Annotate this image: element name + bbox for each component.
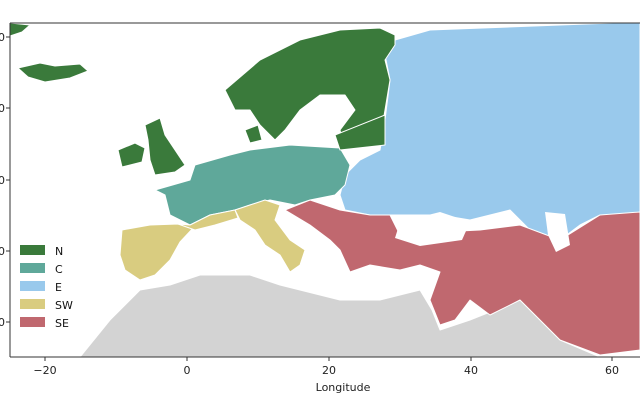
region-sw-spain <box>119 223 196 281</box>
legend-label-n: N <box>55 245 63 258</box>
y-tick-label: 0 <box>0 174 5 187</box>
region-n-uk <box>144 117 186 176</box>
region-n-scandinavia <box>224 27 396 151</box>
x-tick-label: 40 <box>464 364 478 377</box>
x-axis-label: Longitude <box>316 381 371 394</box>
region-n-baltics <box>334 114 386 151</box>
region-n-denmark <box>244 124 263 144</box>
y-tick-label: 0 <box>0 102 5 115</box>
legend-swatch-n <box>20 245 45 255</box>
region-n-iceland <box>17 62 89 83</box>
x-tick-label: 20 <box>322 364 336 377</box>
region-n-ireland <box>117 142 146 168</box>
y-tick-label: 0 <box>0 245 5 258</box>
legend-label-c: C <box>55 263 63 276</box>
legend-swatch-sw <box>20 299 45 309</box>
legend-label-e: E <box>55 281 62 294</box>
legend-swatch-e <box>20 281 45 291</box>
legend-label-sw: SW <box>55 299 73 312</box>
caspian-sea <box>545 212 570 252</box>
x-tick-label: 60 <box>605 364 619 377</box>
legend: N C E SW SE <box>20 245 73 330</box>
black-sea <box>395 212 470 246</box>
region-n-greenland <box>9 22 31 37</box>
region-sw-italy <box>234 199 306 273</box>
legend-swatch-c <box>20 263 45 273</box>
legend-swatch-se <box>20 317 45 327</box>
x-tick-label: 0 <box>184 364 191 377</box>
x-tick-label: −20 <box>33 364 56 377</box>
y-tick-label: 0 <box>0 31 5 44</box>
legend-label-se: SE <box>55 317 69 330</box>
y-tick-label: 0 <box>0 316 5 329</box>
